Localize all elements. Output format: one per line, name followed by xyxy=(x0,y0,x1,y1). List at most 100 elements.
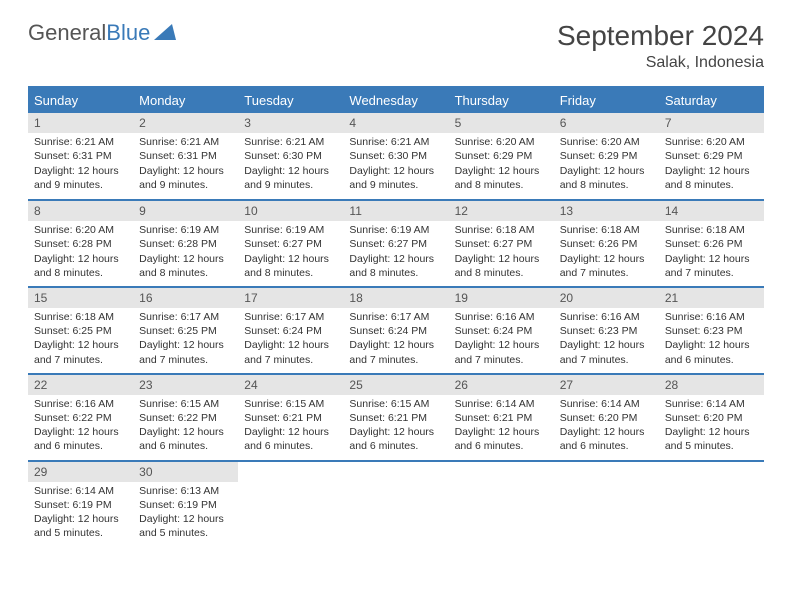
calendar-day-cell: 21Sunrise: 6:16 AMSunset: 6:23 PMDayligh… xyxy=(659,286,764,373)
calendar-day-cell: 8Sunrise: 6:20 AMSunset: 6:28 PMDaylight… xyxy=(28,199,133,286)
sunrise-line: Sunrise: 6:17 AM xyxy=(244,310,337,324)
day-body: Sunrise: 6:18 AMSunset: 6:26 PMDaylight:… xyxy=(554,221,659,286)
calendar-week-row: 22Sunrise: 6:16 AMSunset: 6:22 PMDayligh… xyxy=(28,373,764,460)
calendar-day-cell: 30Sunrise: 6:13 AMSunset: 6:19 PMDayligh… xyxy=(133,460,238,547)
sunset-line: Sunset: 6:20 PM xyxy=(665,411,758,425)
daylight-line: Daylight: 12 hours and 6 minutes. xyxy=(244,425,337,453)
day-body: Sunrise: 6:18 AMSunset: 6:26 PMDaylight:… xyxy=(659,221,764,286)
sunrise-line: Sunrise: 6:15 AM xyxy=(139,397,232,411)
day-number: 27 xyxy=(554,373,659,395)
sunset-line: Sunset: 6:22 PM xyxy=(139,411,232,425)
day-number: 25 xyxy=(343,373,448,395)
day-number: 24 xyxy=(238,373,343,395)
sunrise-line: Sunrise: 6:14 AM xyxy=(665,397,758,411)
sunset-line: Sunset: 6:23 PM xyxy=(665,324,758,338)
daylight-line: Daylight: 12 hours and 8 minutes. xyxy=(560,164,653,192)
day-header: Saturday xyxy=(659,87,764,113)
calendar-day-cell: 14Sunrise: 6:18 AMSunset: 6:26 PMDayligh… xyxy=(659,199,764,286)
day-header: Monday xyxy=(133,87,238,113)
sunrise-line: Sunrise: 6:16 AM xyxy=(665,310,758,324)
calendar-day-cell: 23 Sunrise: 6:15 AMSunset: 6:22 PMDayligh… xyxy=(133,373,238,460)
day-body: Sunrise: 6:17 AMSunset: 6:24 PMDaylight:… xyxy=(238,308,343,373)
daylight-line: Daylight: 12 hours and 8 minutes. xyxy=(34,252,127,280)
day-number: 22 xyxy=(28,373,133,395)
empty-day xyxy=(449,460,554,478)
sunrise-line: Sunrise: 6:18 AM xyxy=(665,223,758,237)
daylight-line: Daylight: 12 hours and 7 minutes. xyxy=(560,338,653,366)
day-number: 12 xyxy=(449,199,554,221)
calendar-day-cell xyxy=(343,460,448,547)
sunrise-line: Sunrise: 6:18 AM xyxy=(34,310,127,324)
daylight-line: Daylight: 12 hours and 6 minutes. xyxy=(139,425,232,453)
sunrise-line: Sunrise: 6:15 AM xyxy=(349,397,442,411)
day-body: Sunrise: 6:21 AMSunset: 6:31 PMDaylight:… xyxy=(28,133,133,198)
calendar-day-cell: 2Sunrise: 6:21 AMSunset: 6:31 PMDaylight… xyxy=(133,113,238,199)
daylight-line: Daylight: 12 hours and 9 minutes. xyxy=(349,164,442,192)
sunset-line: Sunset: 6:25 PM xyxy=(34,324,127,338)
day-header: Wednesday xyxy=(343,87,448,113)
empty-day xyxy=(343,460,448,478)
calendar-day-cell: 20Sunrise: 6:16 AMSunset: 6:23 PMDayligh… xyxy=(554,286,659,373)
day-body: Sunrise: 6:20 AMSunset: 6:29 PMDaylight:… xyxy=(449,133,554,198)
calendar-day-cell: 24 Sunrise: 6:15 AMSunset: 6:21 PMDayligh… xyxy=(238,373,343,460)
daylight-line: Daylight: 12 hours and 7 minutes. xyxy=(455,338,548,366)
day-number: 23 xyxy=(133,373,238,395)
day-body: Sunrise: 6:17 AMSunset: 6:24 PMDaylight:… xyxy=(343,308,448,373)
day-number: 20 xyxy=(554,286,659,308)
calendar-day-cell xyxy=(554,460,659,547)
sunrise-line: Sunrise: 6:15 AM xyxy=(244,397,337,411)
sunset-line: Sunset: 6:29 PM xyxy=(455,149,548,163)
day-number: 2 xyxy=(133,113,238,133)
day-body: Sunrise: 6:14 AMSunset: 6:19 PMDaylight:… xyxy=(28,482,133,547)
daylight-line: Daylight: 12 hours and 6 minutes. xyxy=(665,338,758,366)
daylight-line: Daylight: 12 hours and 9 minutes. xyxy=(244,164,337,192)
day-header: Thursday xyxy=(449,87,554,113)
sunset-line: Sunset: 6:21 PM xyxy=(349,411,442,425)
sunset-line: Sunset: 6:30 PM xyxy=(244,149,337,163)
day-body: Sunrise: 6:21 AMSunset: 6:30 PMDaylight:… xyxy=(238,133,343,198)
day-number: 10 xyxy=(238,199,343,221)
day-body: Sunrise: 6:21 AMSunset: 6:30 PMDaylight:… xyxy=(343,133,448,198)
sunrise-line: Sunrise: 6:18 AM xyxy=(560,223,653,237)
daylight-line: Daylight: 12 hours and 8 minutes. xyxy=(139,252,232,280)
calendar-day-cell: 27Sunrise: 6:14 AMSunset: 6:20 PMDayligh… xyxy=(554,373,659,460)
calendar-day-cell xyxy=(449,460,554,547)
day-number: 29 xyxy=(28,460,133,482)
daylight-line: Daylight: 12 hours and 7 minutes. xyxy=(665,252,758,280)
day-header: Sunday xyxy=(28,87,133,113)
sunrise-line: Sunrise: 6:14 AM xyxy=(34,484,127,498)
logo-text-1: General xyxy=(28,20,106,46)
sunrise-line: Sunrise: 6:21 AM xyxy=(349,135,442,149)
day-body: Sunrise: 6:21 AMSunset: 6:31 PMDaylight:… xyxy=(133,133,238,198)
day-number: 7 xyxy=(659,113,764,133)
daylight-line: Daylight: 12 hours and 5 minutes. xyxy=(665,425,758,453)
day-header-row: SundayMondayTuesdayWednesdayThursdayFrid… xyxy=(28,87,764,113)
calendar-day-cell: 9Sunrise: 6:19 AMSunset: 6:28 PMDaylight… xyxy=(133,199,238,286)
sunset-line: Sunset: 6:26 PM xyxy=(665,237,758,251)
daylight-line: Daylight: 12 hours and 6 minutes. xyxy=(560,425,653,453)
sunset-line: Sunset: 6:28 PM xyxy=(34,237,127,251)
daylight-line: Daylight: 12 hours and 9 minutes. xyxy=(34,164,127,192)
location-label: Salak, Indonesia xyxy=(557,54,764,72)
daylight-line: Daylight: 12 hours and 8 minutes. xyxy=(455,164,548,192)
daylight-line: Daylight: 12 hours and 5 minutes. xyxy=(139,512,232,540)
calendar-day-cell: 26Sunrise: 6:14 AMSunset: 6:21 PMDayligh… xyxy=(449,373,554,460)
calendar-day-cell: 16Sunrise: 6:17 AMSunset: 6:25 PMDayligh… xyxy=(133,286,238,373)
day-body: Sunrise: 6:19 AMSunset: 6:28 PMDaylight:… xyxy=(133,221,238,286)
day-body: Sunrise: 6:16 AMSunset: 6:23 PMDaylight:… xyxy=(554,308,659,373)
sunrise-line: Sunrise: 6:20 AM xyxy=(665,135,758,149)
sunset-line: Sunset: 6:26 PM xyxy=(560,237,653,251)
sunset-line: Sunset: 6:24 PM xyxy=(244,324,337,338)
sunrise-line: Sunrise: 6:14 AM xyxy=(560,397,653,411)
daylight-line: Daylight: 12 hours and 7 minutes. xyxy=(349,338,442,366)
title-block: September 2024 Salak, Indonesia xyxy=(557,20,764,72)
sunrise-line: Sunrise: 6:17 AM xyxy=(349,310,442,324)
calendar-day-cell: 29Sunrise: 6:14 AMSunset: 6:19 PMDayligh… xyxy=(28,460,133,547)
sunrise-line: Sunrise: 6:19 AM xyxy=(244,223,337,237)
sunrise-line: Sunrise: 6:16 AM xyxy=(34,397,127,411)
daylight-line: Daylight: 12 hours and 6 minutes. xyxy=(349,425,442,453)
day-body: Sunrise: 6:16 AMSunset: 6:24 PMDaylight:… xyxy=(449,308,554,373)
calendar-day-cell: 28Sunrise: 6:14 AMSunset: 6:20 PMDayligh… xyxy=(659,373,764,460)
day-number: 18 xyxy=(343,286,448,308)
sunset-line: Sunset: 6:21 PM xyxy=(244,411,337,425)
